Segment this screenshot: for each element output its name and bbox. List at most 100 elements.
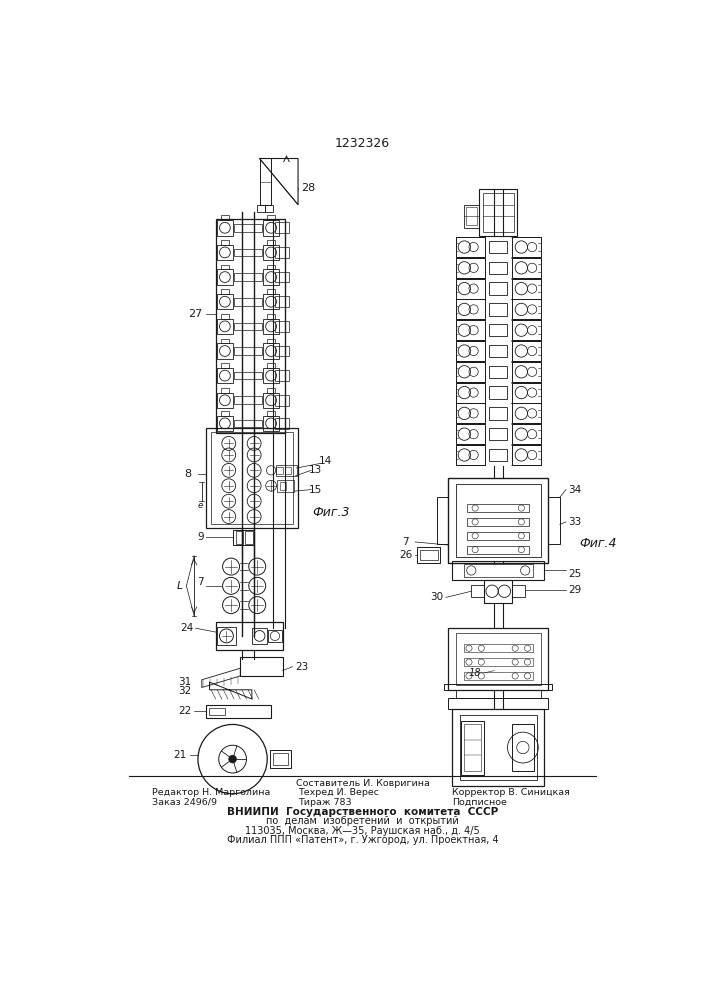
Bar [259, 158, 271, 205]
Text: 1232326: 1232326 [335, 137, 390, 150]
Bar [489, 428, 508, 440]
Bar [264, 343, 279, 359]
Bar [456, 237, 485, 257]
Bar [448, 478, 549, 563]
Bar [211, 432, 293, 524]
Text: Техред И. Верес: Техред И. Верес [298, 788, 379, 797]
Bar [467, 532, 529, 540]
Bar [512, 445, 542, 465]
Bar [479, 189, 518, 235]
Bar [489, 449, 508, 461]
Text: 21: 21 [174, 750, 187, 760]
Bar [464, 724, 481, 771]
Bar [512, 320, 542, 340]
Text: Подписное: Подписное [452, 798, 507, 807]
Bar [221, 339, 229, 343]
Bar [437, 497, 448, 544]
Bar [234, 323, 262, 330]
Bar [267, 339, 275, 343]
Bar [217, 269, 233, 285]
Bar [216, 219, 285, 433]
Text: Заказ 2496/9: Заказ 2496/9 [152, 798, 217, 807]
Bar [456, 403, 485, 423]
Bar [265, 205, 273, 212]
Bar [217, 343, 233, 359]
Text: Тираж 783: Тираж 783 [298, 798, 351, 807]
Bar [240, 657, 283, 676]
Bar [489, 345, 508, 357]
Bar [267, 411, 275, 416]
Bar [467, 518, 529, 526]
Bar [269, 750, 291, 768]
Bar [276, 466, 283, 474]
Bar [489, 386, 508, 399]
Bar [472, 585, 484, 597]
Bar [452, 561, 544, 580]
Text: 23: 23 [296, 662, 308, 672]
Bar [267, 265, 275, 269]
Text: ВНИИПИ  Государственного  комитета  СССР: ВНИИПИ Государственного комитета СССР [227, 807, 498, 817]
Text: 22: 22 [178, 706, 192, 716]
Bar [456, 445, 485, 465]
Bar [267, 240, 275, 245]
Bar [417, 547, 440, 563]
Bar [549, 497, 560, 544]
Bar [221, 388, 229, 393]
Bar [456, 362, 485, 382]
Bar [420, 550, 438, 560]
Bar [257, 205, 265, 212]
Bar [456, 690, 541, 698]
Bar [464, 564, 533, 577]
Bar [268, 630, 282, 642]
Bar [234, 249, 262, 256]
Bar [512, 424, 542, 444]
Bar [217, 416, 233, 431]
Bar [275, 296, 288, 307]
Bar [466, 207, 477, 225]
Text: 28: 28 [301, 183, 315, 193]
Text: 14: 14 [318, 456, 332, 466]
Bar [209, 708, 225, 715]
Bar [221, 314, 229, 319]
Bar [489, 324, 508, 336]
Text: Корректор В. Синицкая: Корректор В. Синицкая [452, 788, 570, 797]
Bar [221, 265, 229, 269]
Bar [264, 220, 279, 235]
Bar [267, 314, 275, 319]
Bar [456, 341, 485, 361]
Text: e: e [197, 500, 203, 510]
Bar [267, 215, 275, 220]
Bar [216, 622, 284, 650]
Text: 7: 7 [197, 577, 204, 587]
Bar [221, 240, 229, 245]
Bar [464, 205, 479, 228]
Bar [264, 294, 279, 309]
Text: 8: 8 [185, 469, 192, 479]
Bar [512, 279, 542, 299]
Bar [489, 262, 508, 274]
Bar [273, 753, 288, 765]
Circle shape [229, 755, 236, 763]
Bar [452, 709, 544, 786]
Bar [456, 383, 485, 403]
Bar [252, 628, 267, 644]
Bar [276, 465, 297, 476]
Bar [512, 237, 542, 257]
Bar [217, 245, 233, 260]
Bar [512, 403, 542, 423]
Bar [234, 396, 262, 404]
Bar [464, 672, 533, 680]
Text: Филиал ППП «Патент», г. Ужгород, ул. Проектная, 4: Филиал ППП «Патент», г. Ужгород, ул. Про… [227, 835, 498, 845]
Bar [281, 482, 286, 490]
Bar [264, 393, 279, 408]
Bar [267, 363, 275, 368]
Bar [285, 466, 291, 474]
Bar [275, 395, 288, 406]
Text: 113035, Москва, Ж—35, Раушская наб., д. 4/5: 113035, Москва, Ж—35, Раушская наб., д. … [245, 826, 480, 836]
Bar [460, 715, 537, 780]
Text: Редактор Н. Марголина: Редактор Н. Марголина [152, 788, 270, 797]
Bar [221, 411, 229, 416]
Text: 27: 27 [189, 309, 203, 319]
Text: 25: 25 [568, 569, 582, 579]
Bar [512, 258, 542, 278]
